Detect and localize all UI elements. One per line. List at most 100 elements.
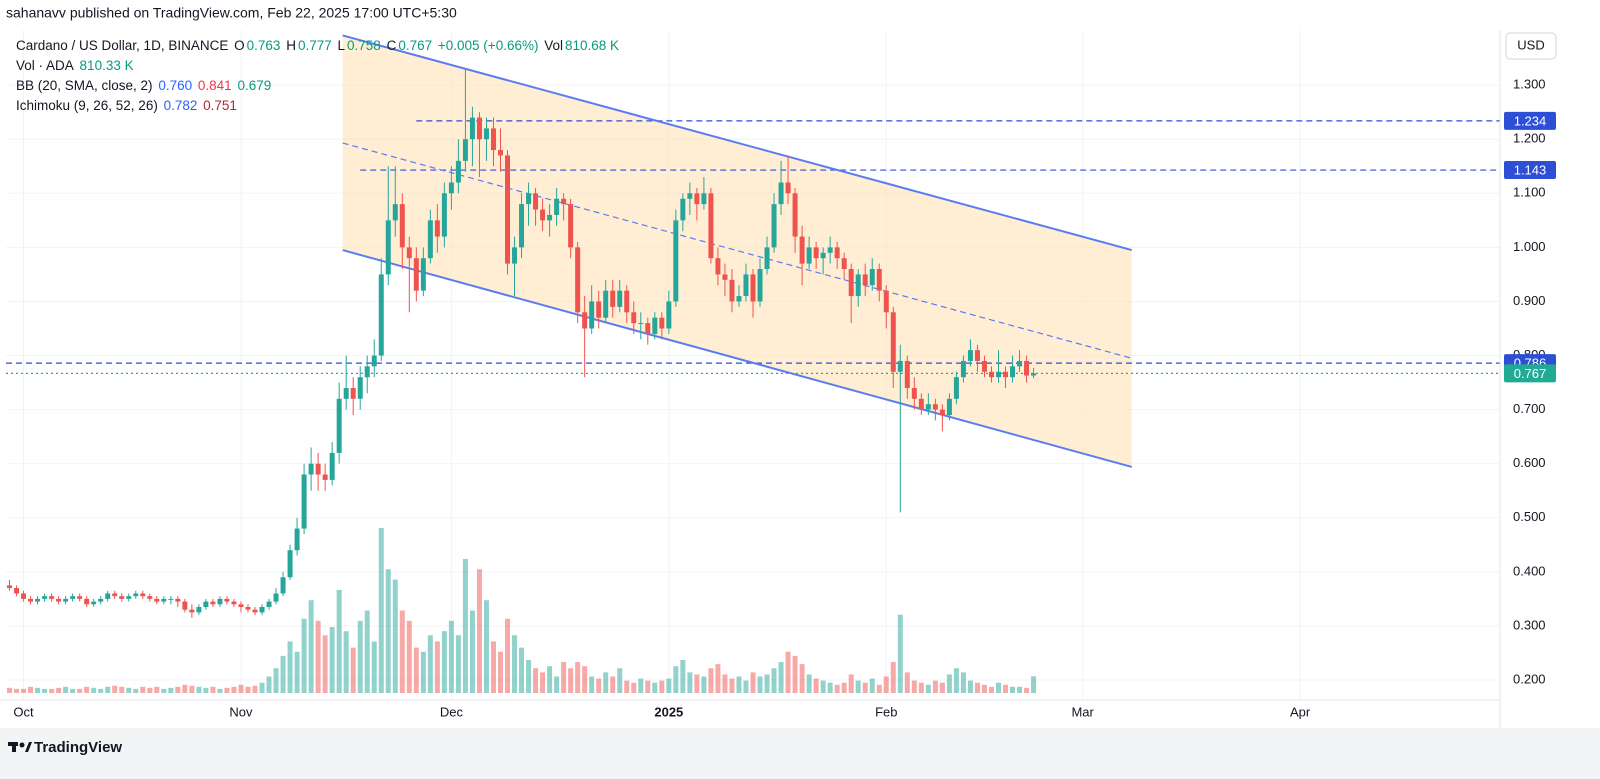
candle-body: [911, 387, 917, 399]
candle-body: [154, 598, 160, 602]
volume-bar: [441, 631, 447, 693]
candle-body: [995, 371, 1001, 378]
candle-body: [701, 193, 707, 205]
volume-bar: [736, 676, 742, 693]
volume-bar: [827, 682, 833, 693]
volume-bar: [357, 620, 363, 693]
candle-body: [35, 598, 41, 602]
volume-bar: [568, 668, 574, 693]
candle-body: [666, 301, 672, 329]
candle-body: [729, 279, 735, 302]
candle-body: [708, 193, 714, 259]
volume-bar: [175, 686, 181, 693]
volume-bar: [126, 687, 132, 693]
volume-bar: [378, 528, 384, 693]
volume-bar: [645, 680, 651, 693]
volume-bar: [694, 674, 700, 693]
volume-bar: [315, 620, 321, 693]
candle-body: [680, 198, 686, 221]
candle-body: [336, 398, 342, 453]
candle-body: [49, 596, 55, 599]
candle-body: [918, 398, 924, 410]
currency[interactable]: USD: [1517, 37, 1544, 52]
candle-body: [561, 198, 567, 205]
candle-body: [596, 301, 602, 318]
candle-body: [932, 404, 938, 410]
candle-body: [743, 274, 749, 297]
volume-bar: [939, 682, 945, 693]
candle-body: [497, 150, 503, 156]
logo-part: [12, 742, 16, 752]
candle-body: [238, 604, 244, 607]
y-tick-label: 0.200: [1513, 671, 1546, 686]
candle-body: [771, 204, 777, 248]
volume-bar: [596, 678, 602, 693]
x-tick-label: Feb: [875, 704, 897, 719]
candle-body: [1003, 371, 1009, 378]
trendline: [342, 142, 1132, 359]
level-tag: [1504, 161, 1556, 180]
volume-bar: [960, 672, 966, 693]
volume-bar: [161, 688, 167, 693]
volume-bar: [512, 635, 518, 693]
ichimoku-conversion: 0.782: [163, 98, 198, 113]
channel-fill: [342, 35, 1132, 467]
volume-bar: [680, 660, 686, 693]
volume-bar: [245, 686, 251, 693]
candle-body: [420, 258, 426, 291]
volume-bar: [540, 672, 546, 693]
candle-body: [364, 366, 370, 378]
candle-body: [547, 214, 553, 221]
candle-body: [526, 193, 532, 205]
volume-bar: [413, 647, 419, 693]
candle-body: [322, 474, 328, 480]
volume-bar: [385, 569, 391, 693]
bb-basis: 0.760: [158, 78, 193, 93]
currency-button[interactable]: [1505, 32, 1557, 60]
volume-bar: [364, 610, 370, 693]
candle-body: [939, 409, 945, 416]
c-value: 0.767: [398, 38, 433, 53]
volume-bar: [343, 631, 349, 693]
candle-body: [315, 463, 321, 475]
volume-bar: [974, 682, 980, 693]
x-tick-label: Oct: [13, 704, 34, 719]
volume-bar: [28, 686, 34, 693]
candle-body: [862, 274, 868, 286]
candle-body: [462, 139, 468, 161]
candle-body: [897, 360, 903, 372]
volume-bar: [820, 680, 826, 693]
volume-bar: [49, 688, 55, 693]
candle-body: [385, 220, 391, 275]
volume-bar: [995, 682, 1001, 693]
volume-bar: [589, 676, 595, 693]
volume-bar: [182, 684, 188, 693]
candle-body: [21, 593, 27, 599]
volume-bar: [399, 610, 405, 693]
volume-bar: [925, 684, 931, 693]
volume-bar: [7, 687, 13, 693]
symbol: Cardano / US Dollar, 1D, BINANCE: [16, 38, 229, 53]
o-label: O: [234, 38, 245, 53]
volume-bar: [476, 569, 482, 693]
volume-bar: [70, 688, 76, 693]
volume-bar: [869, 678, 875, 693]
volume-bar: [455, 635, 461, 693]
volume-bar: [434, 641, 440, 693]
h-value: 0.777: [297, 38, 332, 53]
volume-bar: [932, 680, 938, 693]
volume-bar: [406, 620, 412, 693]
candle-body: [329, 452, 335, 480]
candle-body: [533, 193, 539, 210]
volume-bar: [946, 674, 952, 693]
volume-bar: [238, 684, 244, 693]
volume-bar: [834, 684, 840, 693]
volume-bar: [105, 686, 111, 693]
candle-body: [645, 323, 651, 334]
legend-volume: Vol · ADA 810.33 K: [16, 58, 136, 73]
legend-bb: BB (20, SMA, close, 2) 0.760 0.841 0.679: [16, 78, 273, 93]
volume-bar: [911, 680, 917, 693]
volume-bar: [799, 664, 805, 693]
volume-bar: [63, 686, 69, 693]
candle-body: [582, 312, 588, 329]
